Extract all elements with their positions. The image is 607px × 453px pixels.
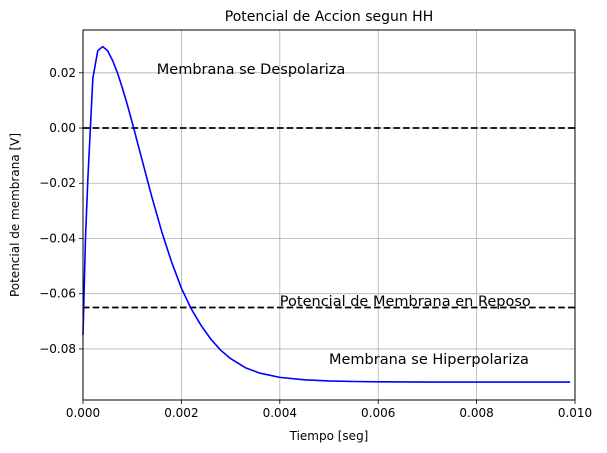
annotation-label: Membrana se Despolariza: [157, 62, 345, 78]
reference-lines: [83, 127, 575, 309]
annotations: Membrana se Despolariza Potencial de Memb…: [157, 62, 531, 368]
x-tick-label: 0.002: [164, 406, 198, 420]
series-line: [82, 45, 571, 383]
x-tick-label: 0.010: [558, 406, 592, 420]
y-axis: −0.08 −0.06 −0.04 −0.02 0.00 0.02: [39, 66, 83, 356]
x-tick-label: 0.008: [459, 406, 493, 420]
y-tick-label: −0.04: [39, 231, 76, 245]
annotation-label: Membrana se Hiperpolariza: [329, 352, 529, 368]
series-group: [82, 45, 571, 383]
x-tick-label: 0.000: [66, 406, 100, 420]
x-axis: 0.000 0.002 0.004 0.006 0.008 0.010: [66, 400, 592, 420]
y-tick-label: 0.00: [49, 121, 76, 135]
y-tick-label: −0.08: [39, 342, 76, 356]
plot-frame: [82, 29, 576, 401]
y-tick-label: 0.02: [49, 66, 76, 80]
annotation-label: Potencial de Membrana en Reposo: [280, 294, 531, 310]
y-tick-label: −0.06: [39, 287, 76, 301]
y-tick-label: −0.02: [39, 176, 76, 190]
x-tick-label: 0.004: [263, 406, 297, 420]
x-tick-label: 0.006: [361, 406, 395, 420]
x-axis-label: Tiempo [seg]: [289, 429, 369, 443]
y-axis-label: Potencial de membrana [V]: [8, 133, 22, 297]
chart-title: Potencial de Accion segun HH: [225, 9, 434, 25]
